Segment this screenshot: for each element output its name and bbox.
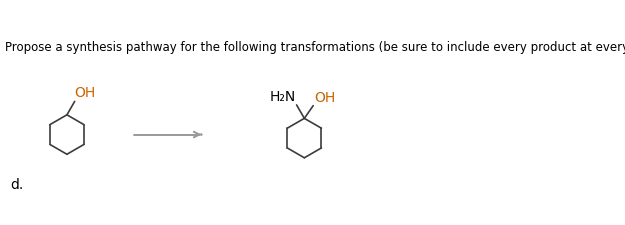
Text: d.: d.: [11, 177, 24, 191]
Text: Propose a synthesis pathway for the following transformations (be sure to includ: Propose a synthesis pathway for the foll…: [5, 41, 625, 54]
Text: OH: OH: [74, 86, 95, 100]
Text: H₂N: H₂N: [269, 89, 296, 103]
Text: OH: OH: [314, 90, 335, 104]
